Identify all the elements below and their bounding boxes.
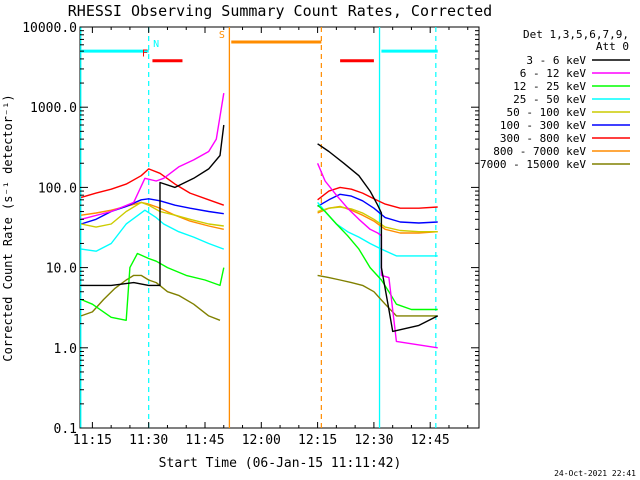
y-tick-label-5: 10000.0 xyxy=(22,21,77,36)
series-8-line-1 xyxy=(317,274,438,317)
series-5-line-1 xyxy=(317,193,438,224)
series-2-line-0 xyxy=(80,252,225,321)
y-tick-label-2: 10.0 xyxy=(46,262,77,277)
legend-entry-3: 25 - 50 keV xyxy=(513,93,586,106)
legend-entry-5: 100 - 300 keV xyxy=(500,119,586,132)
x-tick-label-3: 12:00 xyxy=(242,433,281,448)
series-4-line-1 xyxy=(317,206,438,233)
x-tick-label-5: 12:30 xyxy=(354,433,393,448)
y-axis-label: Corrected Count Rate (s⁻¹ detector⁻¹) xyxy=(1,94,15,361)
series-7-line-0 xyxy=(80,201,224,230)
series-6-line-0 xyxy=(80,168,225,206)
legend-entry-4: 50 - 100 keV xyxy=(507,106,587,119)
y-tick-label-3: 100.0 xyxy=(38,181,77,196)
x-axis-label: Start Time (06-Jan-15 11:11:42) xyxy=(159,456,402,471)
series-0-line-0 xyxy=(81,124,225,287)
legend-entry-7: 800 - 7000 keV xyxy=(493,145,586,158)
series-7-line-1 xyxy=(317,205,438,234)
legend-header-1: Att 0 xyxy=(596,40,629,53)
legend-entry-1: 6 - 12 keV xyxy=(520,67,587,80)
x-tick-label-0: 11:15 xyxy=(73,433,112,448)
flag-S-label: S xyxy=(219,30,225,41)
legend-entry-8: 7000 - 15000 keV xyxy=(480,158,586,171)
x-tick-label-1: 11:30 xyxy=(129,433,168,448)
y-tick-label-0: 0.1 xyxy=(54,422,77,437)
series-4-line-0 xyxy=(80,201,224,228)
y-tick-label-1: 1.0 xyxy=(54,342,77,357)
chart-title: RHESSI Observing Summary Count Rates, Co… xyxy=(68,2,492,20)
plot-frame xyxy=(79,26,480,429)
x-tick-label-2: 11:45 xyxy=(185,433,224,448)
series-6-line-1 xyxy=(317,186,438,209)
x-tick-label-4: 12:15 xyxy=(298,433,337,448)
flag-N-label: N xyxy=(153,39,159,50)
series-2-line-1 xyxy=(317,204,438,311)
series-3-line-0 xyxy=(81,209,225,252)
series-8-line-0 xyxy=(80,274,221,321)
legend-entry-2: 12 - 25 keV xyxy=(513,80,586,93)
legend-entry-6: 300 - 800 keV xyxy=(500,132,586,145)
timestamp: 24-Oct-2021 22:41 xyxy=(554,469,636,478)
series-1-line-0 xyxy=(80,92,225,220)
x-tick-label-6: 12:45 xyxy=(411,433,450,448)
series-1-line-1 xyxy=(316,163,438,349)
legend-entry-0: 3 - 6 keV xyxy=(526,54,586,67)
series-5-line-0 xyxy=(80,198,224,225)
y-tick-label-4: 1000.0 xyxy=(30,101,77,116)
series-0-line-1 xyxy=(317,143,439,333)
plot-area: NF S 11:15 11:30 11:45 12:00 12:15 12:30 12:45 0.… xyxy=(22,21,480,448)
flag-F-label: F xyxy=(142,49,148,60)
legend-header-0: Det 1,3,5,6,7,9, xyxy=(523,28,629,41)
